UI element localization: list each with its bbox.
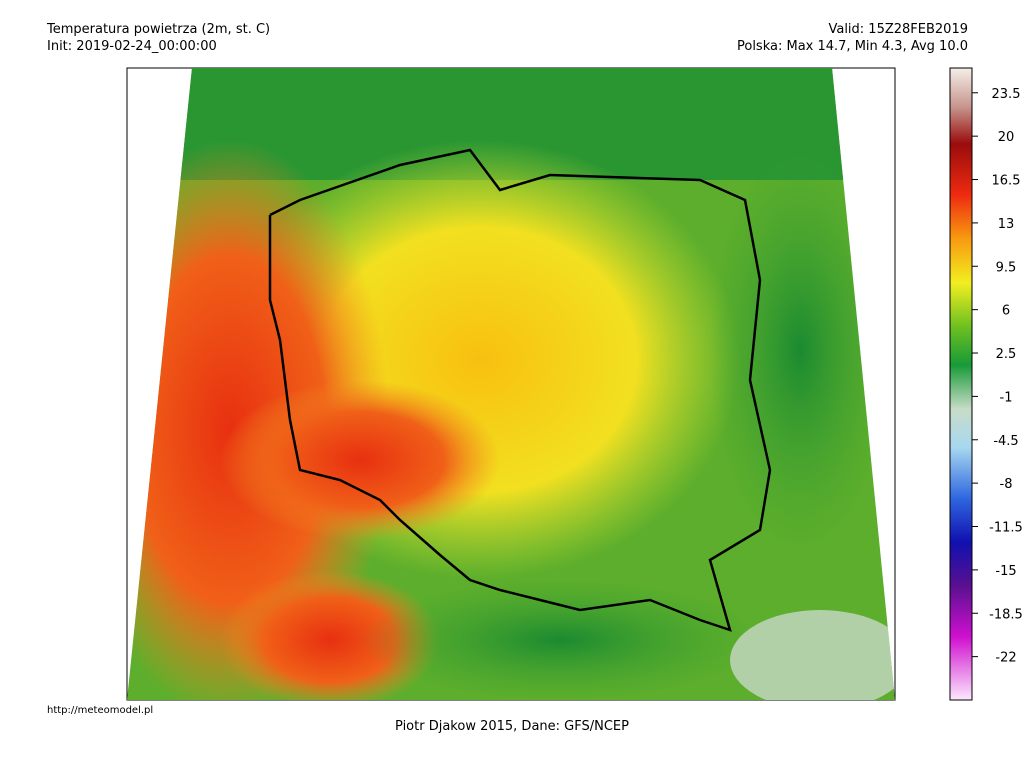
temperature-field [127,68,895,700]
colorbar-tick-label: 9.5 [996,260,1017,275]
colorbar-tick-label: 2.5 [996,347,1017,362]
init-time: Init: 2019-02-24_00:00:00 [47,39,217,54]
credit: Piotr Djakow 2015, Dane: GFS/NCEP [395,719,629,734]
poland-border [268,148,772,632]
colorbar-tick-label: 23.5 [992,87,1021,102]
colorbar-tick-label: -15 [995,564,1016,579]
colorbar-tick-label: -1 [1000,390,1013,405]
title: Temperatura powietrza (2m, st. C) [46,22,270,37]
stats: Polska: Max 14.7, Min 4.3, Avg 10.0 [737,39,968,54]
colorbar-tick-label: 13 [998,217,1015,232]
colorbar-tick-label: -4.5 [993,434,1018,449]
colorbar-tick-label: -18.5 [989,607,1023,622]
valid-time: Valid: 15Z28FEB2019 [828,22,968,37]
source-url: http://meteomodel.pl [47,705,153,716]
colorbar-tick-label: -8 [1000,477,1013,492]
colorbar-tick-label: 20 [998,130,1015,145]
colorbar-tick-label: 6 [1002,304,1010,319]
colorbar-tick-label: 16.5 [992,174,1021,189]
colorbar [949,67,973,701]
colorbar-tick-label: -11.5 [989,521,1023,536]
colorbar-tick-label: -22 [995,651,1016,666]
